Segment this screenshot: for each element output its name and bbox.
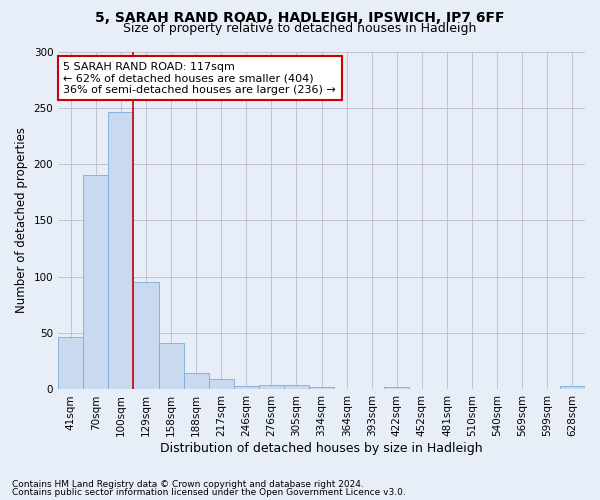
Text: 5 SARAH RAND ROAD: 117sqm
← 62% of detached houses are smaller (404)
36% of semi: 5 SARAH RAND ROAD: 117sqm ← 62% of detac… (64, 62, 336, 95)
Bar (184, 372, 209, 390)
Bar (58, 336, 83, 390)
Bar (133, 282, 158, 390)
Text: Contains public sector information licensed under the Open Government Licence v3: Contains public sector information licen… (12, 488, 406, 497)
Bar (560, 386, 585, 390)
Bar (259, 385, 284, 390)
Y-axis label: Number of detached properties: Number of detached properties (15, 128, 28, 314)
X-axis label: Distribution of detached houses by size in Hadleigh: Distribution of detached houses by size … (160, 442, 483, 455)
Bar (309, 387, 334, 390)
Bar (284, 385, 309, 390)
Bar (158, 344, 184, 390)
Bar (385, 387, 409, 390)
Bar (234, 386, 259, 390)
Text: Size of property relative to detached houses in Hadleigh: Size of property relative to detached ho… (124, 22, 476, 35)
Title: 5, SARAH RAND ROAD, HADLEIGH, IPSWICH, IP7 6FF
Size of property relative to deta: 5, SARAH RAND ROAD, HADLEIGH, IPSWICH, I… (0, 499, 1, 500)
Bar (83, 176, 109, 390)
Text: Contains HM Land Registry data © Crown copyright and database right 2024.: Contains HM Land Registry data © Crown c… (12, 480, 364, 489)
Text: 5, SARAH RAND ROAD, HADLEIGH, IPSWICH, IP7 6FF: 5, SARAH RAND ROAD, HADLEIGH, IPSWICH, I… (95, 11, 505, 25)
Bar (209, 380, 234, 390)
Bar (109, 112, 133, 390)
